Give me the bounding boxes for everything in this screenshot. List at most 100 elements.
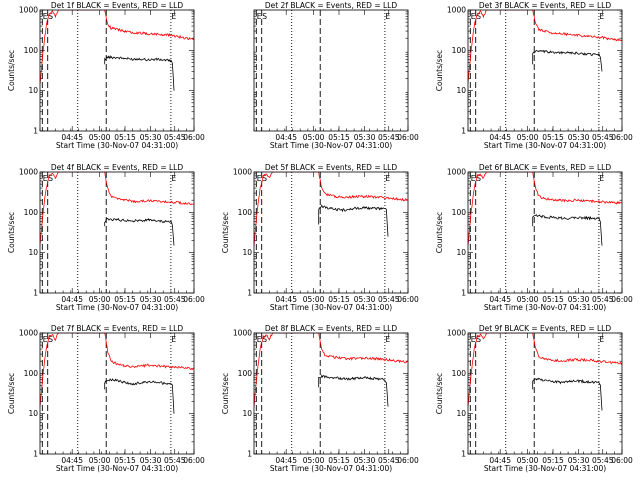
- events-series-line: [104, 55, 175, 91]
- y-tick-label: 1000: [233, 168, 252, 177]
- x-tick-label: 05:30: [568, 133, 590, 142]
- y-axis-label: Counts/sec: [7, 50, 16, 91]
- y-tick-label: 1000: [19, 168, 38, 177]
- x-axis-label: Start Time (30-Nov-07 04:31:00): [270, 141, 392, 150]
- plot-frame: [467, 332, 623, 455]
- y-tick-label: 1000: [19, 329, 38, 338]
- panel-1: Det 1f BLACK = Events, RED = LLD 1 10 100 10…: [7, 1, 205, 150]
- time-marker-label: S: [48, 335, 53, 344]
- time-marker-label: S: [48, 12, 53, 21]
- events-series-line: [318, 204, 389, 237]
- events-series-line: [318, 374, 389, 407]
- x-tick-label: 06:00: [397, 456, 419, 465]
- x-tick-label: 05:45: [164, 295, 186, 304]
- x-tick-label: 05:15: [114, 295, 136, 304]
- x-tick-label: 05:00: [89, 456, 111, 465]
- x-tick-label: 05:30: [568, 295, 590, 304]
- panel-8: Det 8f BLACK = Events, RED = LLD 1 10 100 10…: [221, 324, 419, 473]
- x-tick-label: 04:45: [275, 133, 297, 142]
- y-tick-label: 100: [452, 208, 467, 217]
- x-tick-label: 06:00: [611, 295, 633, 304]
- x-tick-label: 05:45: [164, 133, 186, 142]
- panel-title: Det 8f BLACK = Events, RED = LLD: [265, 324, 398, 333]
- time-marker-label: E: [599, 12, 604, 21]
- time-marker-label: S: [262, 12, 267, 21]
- events-series-line: [104, 378, 175, 414]
- lld-series-line: [40, 172, 194, 246]
- y-tick-label: 10: [28, 409, 38, 418]
- plot-frame: [253, 332, 409, 455]
- x-tick-label: 05:45: [378, 456, 400, 465]
- y-tick-label: 10: [456, 248, 466, 257]
- plot-frame: [39, 9, 195, 132]
- x-tick-label: 05:30: [140, 456, 162, 465]
- x-tick-label: 04:45: [61, 133, 83, 142]
- panel-title: Det 7f BLACK = Events, RED = LLD: [51, 324, 184, 333]
- x-tick-label: 05:00: [517, 456, 539, 465]
- events-series-line: [532, 49, 603, 72]
- lld-series-line: [40, 333, 194, 407]
- x-tick-label: 05:45: [164, 456, 186, 465]
- x-tick-label: 05:30: [140, 133, 162, 142]
- y-tick-label: 100: [452, 46, 467, 55]
- x-tick-label: 05:15: [328, 133, 350, 142]
- y-tick-label: 1000: [447, 329, 466, 338]
- time-marker-label: E: [471, 174, 476, 183]
- x-tick-label: 04:45: [275, 456, 297, 465]
- y-tick-label: 100: [24, 46, 39, 55]
- x-tick-label: 05:15: [328, 456, 350, 465]
- x-tick-label: 05:45: [592, 133, 614, 142]
- panel-title: Det 5f BLACK = Events, RED = LLD: [265, 163, 398, 172]
- y-axis-label: Counts/sec: [435, 212, 444, 253]
- y-axis-label: Counts/sec: [221, 373, 230, 414]
- events-series-line: [104, 217, 175, 246]
- y-tick-label: 1: [461, 450, 466, 459]
- x-tick-label: 06:00: [397, 133, 419, 142]
- panel-title: Det 9f BLACK = Events, RED = LLD: [479, 324, 612, 333]
- x-tick-label: 06:00: [183, 133, 205, 142]
- x-axis-label: Start Time (30-Nov-07 04:31:00): [270, 464, 392, 473]
- panel-title: Det 6f BLACK = Events, RED = LLD: [479, 163, 612, 172]
- y-tick-label: 1000: [233, 329, 252, 338]
- time-marker-label: E: [257, 174, 262, 183]
- plot-frame: [253, 171, 409, 294]
- panel-2: Det 2f BLACK = Events, RED = LLD 04:45 05:…: [253, 1, 419, 150]
- x-tick-label: 06:00: [183, 456, 205, 465]
- plot-frame: [467, 9, 623, 132]
- x-tick-label: 04:45: [489, 295, 511, 304]
- panel-3: Det 3f BLACK = Events, RED = LLD 1 10 100 10…: [435, 1, 633, 150]
- y-tick-label: 10: [456, 409, 466, 418]
- panel-9: Det 9f BLACK = Events, RED = LLD 1 10 100 10…: [435, 324, 633, 473]
- lld-series-line: [468, 10, 622, 83]
- time-marker-label: E: [599, 335, 604, 344]
- y-tick-label: 1: [461, 289, 466, 298]
- panel-title: Det 3f BLACK = Events, RED = LLD: [479, 1, 612, 10]
- y-tick-label: 10: [456, 86, 466, 95]
- y-tick-label: 100: [238, 369, 253, 378]
- y-tick-label: 10: [28, 86, 38, 95]
- x-tick-label: 05:00: [517, 295, 539, 304]
- time-marker-label: E: [385, 174, 390, 183]
- x-tick-label: 05:45: [592, 456, 614, 465]
- y-tick-label: 1: [33, 450, 38, 459]
- y-tick-label: 100: [238, 208, 253, 217]
- panel-7: Det 7f BLACK = Events, RED = LLD 1 10 100 10…: [7, 324, 205, 473]
- time-marker-label: E: [385, 335, 390, 344]
- y-axis-label: Counts/sec: [221, 212, 230, 253]
- x-axis-label: Start Time (30-Nov-07 04:31:00): [56, 303, 178, 312]
- plot-frame: [467, 171, 623, 294]
- x-tick-label: 04:45: [489, 456, 511, 465]
- plot-frame: [39, 332, 195, 455]
- time-marker-label: E: [43, 174, 48, 183]
- x-tick-label: 05:30: [140, 295, 162, 304]
- y-axis-label: Counts/sec: [7, 373, 16, 414]
- x-tick-label: 05:45: [592, 295, 614, 304]
- time-marker-label: E: [171, 335, 176, 344]
- panel-title: Det 4f BLACK = Events, RED = LLD: [51, 163, 184, 172]
- y-tick-label: 1000: [19, 6, 38, 15]
- time-marker-label: E: [471, 335, 476, 344]
- y-tick-label: 100: [24, 369, 39, 378]
- x-axis-label: Start Time (30-Nov-07 04:31:00): [484, 464, 606, 473]
- x-tick-label: 06:00: [183, 295, 205, 304]
